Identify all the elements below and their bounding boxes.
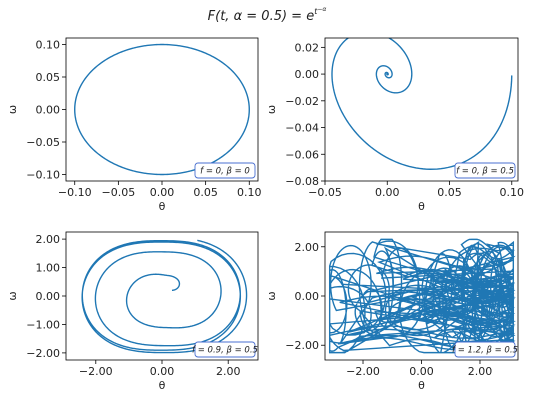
y-tick-label: 0.00 [295, 68, 320, 81]
y-tick-label: 0.05 [36, 71, 61, 84]
figure-title: F(t, α = 0.5) = et−α [208, 6, 327, 24]
subplot-bottom-right: −2.00 0.00 2.00 −2.00 0.00 2.00 θ ω f = 1.2, β =… [265, 231, 519, 392]
y-tick-label: 0.02 [295, 41, 320, 54]
x-tick-label: −0.05 [102, 186, 136, 199]
x-tick-label: 0.00 [150, 365, 175, 378]
annotation-label: f = 0, β = 0 [200, 167, 250, 177]
subplot-bottom-left: −2.00 0.00 2.00 −2.00 −1.00 0.00 1.00 2.00 θ ω f =… [6, 231, 259, 392]
y-tick-label: −2.00 [26, 347, 60, 360]
x-axis-label: θ [418, 379, 425, 392]
annotation-label: f = 1.2, β = 0.5 [452, 346, 518, 356]
x-tick-label: −2.00 [346, 365, 380, 378]
y-tick-label: 0.00 [295, 290, 320, 303]
annotation-box [454, 162, 516, 179]
x-axis-label: θ [159, 200, 166, 213]
y-tick-label: −0.08 [285, 175, 319, 188]
subplot-grid: −0.10 −0.05 0.00 0.05 0.10 −0.10 −0.05 0.00 0.05… [6, 37, 525, 392]
x-tick-label: 2.00 [468, 365, 493, 378]
x-tick-label: −2.00 [79, 365, 113, 378]
subplot-top-right: −0.05 0.00 0.05 0.10 −0.08 −0.06 −0.04 −0.02 0.0… [265, 37, 525, 213]
trajectory-line [328, 238, 517, 354]
y-tick-label: 2.00 [295, 241, 320, 254]
annotation-label: f = 0, β = 0.5 [456, 167, 514, 177]
x-tick-label: 0.00 [409, 365, 434, 378]
y-tick-label: 0.10 [36, 39, 61, 52]
annotation-box [454, 341, 516, 358]
y-tick-label: 0.00 [36, 104, 61, 117]
figure-title-sup: t [314, 7, 318, 16]
figure-title-main: F(t, α = 0.5) = e [208, 9, 315, 24]
y-tick-label: 1.00 [36, 262, 61, 275]
x-tick-label: 0.00 [375, 186, 400, 199]
x-tick-label: 0.05 [193, 186, 218, 199]
x-tick-label: −0.10 [58, 186, 92, 199]
trajectory-line [81, 239, 248, 354]
y-tick-label: −0.10 [26, 169, 60, 182]
y-tick-label: 2.00 [36, 233, 61, 246]
y-tick-label: −0.04 [285, 122, 319, 135]
annotation-box [194, 162, 256, 179]
y-axis-label: ω [265, 291, 278, 300]
subplot-top-left: −0.10 −0.05 0.00 0.05 0.10 −0.10 −0.05 0.00 0.05… [6, 37, 262, 213]
y-tick-label: −0.06 [285, 148, 319, 161]
y-axis-label: ω [265, 105, 278, 114]
x-tick-label: −0.05 [308, 186, 342, 199]
annotation-box [194, 341, 256, 358]
x-axis-label: θ [159, 379, 166, 392]
y-tick-label: −0.05 [26, 136, 60, 149]
x-tick-label: 0.05 [437, 186, 462, 199]
x-tick-label: 2.00 [216, 365, 241, 378]
x-tick-label: 0.10 [500, 186, 525, 199]
annotation-label: f = 0.9, β = 0.5 [192, 346, 258, 356]
x-tick-label: 0.10 [237, 186, 262, 199]
axes-frame [324, 37, 519, 182]
y-tick-label: −0.02 [285, 95, 319, 108]
figure-title-supsup: −α [317, 6, 326, 13]
x-axis-label: θ [418, 200, 425, 213]
x-tick-label: 0.00 [150, 186, 175, 199]
trajectory-line [331, 38, 513, 170]
y-tick-label: −1.00 [26, 318, 60, 331]
y-axis-label: ω [6, 105, 19, 114]
y-axis-label: ω [6, 291, 19, 300]
y-tick-label: 0.00 [36, 290, 61, 303]
y-tick-label: −2.00 [285, 339, 319, 352]
